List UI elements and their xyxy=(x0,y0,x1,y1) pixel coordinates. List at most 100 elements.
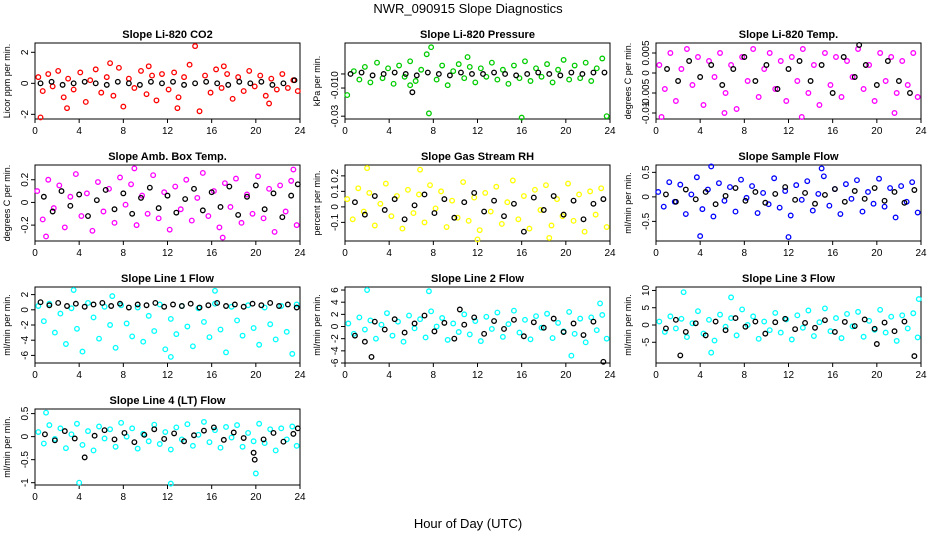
y-tick-label: 0 xyxy=(20,307,31,313)
data-point xyxy=(294,88,301,95)
mean-point xyxy=(812,324,818,331)
mean-point xyxy=(762,330,769,337)
mean-point xyxy=(702,189,709,195)
mean-point xyxy=(540,207,547,213)
data-point xyxy=(516,329,523,336)
data-point xyxy=(859,208,866,215)
data-point xyxy=(788,54,795,60)
y-axis-label: kPa per min. xyxy=(312,56,322,107)
data-point xyxy=(546,234,553,241)
mean-point xyxy=(40,193,47,200)
data-point xyxy=(793,182,800,189)
mean-point xyxy=(891,328,898,335)
data-point xyxy=(466,331,473,338)
mean-point xyxy=(601,69,608,76)
y-tick-label: -1 xyxy=(20,478,31,487)
data-point xyxy=(50,205,57,212)
mean-point xyxy=(560,211,567,218)
y-tick-label: 5 xyxy=(641,305,652,311)
data-point xyxy=(810,333,817,340)
data-point xyxy=(385,65,392,72)
y-axis-label: degrees C per min. xyxy=(2,165,12,242)
data-point xyxy=(697,233,704,240)
data-point xyxy=(910,50,917,56)
mean-point xyxy=(391,69,398,76)
data-point xyxy=(515,216,522,223)
mean-point xyxy=(225,81,232,88)
x-tick-label: 0 xyxy=(32,370,38,381)
data-point xyxy=(37,114,44,121)
x-tick-label: 20 xyxy=(560,370,572,381)
x-tick-label: 24 xyxy=(294,248,306,259)
y-tick-label: 0.5 xyxy=(20,406,31,420)
mean-point xyxy=(891,189,898,195)
mean-point xyxy=(812,200,818,207)
mean-point xyxy=(125,80,132,87)
mean-point xyxy=(550,315,557,322)
mean-point xyxy=(59,81,66,88)
data-point xyxy=(422,334,429,341)
data-point xyxy=(555,66,562,73)
data-point xyxy=(744,78,751,84)
y-tick-label: 0 xyxy=(20,199,31,205)
data-point xyxy=(345,320,352,327)
mean-point xyxy=(530,194,537,201)
y-tick-label: 0 xyxy=(641,70,652,76)
mean-point xyxy=(692,196,699,203)
data-point xyxy=(871,98,878,104)
data-point xyxy=(728,294,735,301)
mean-point xyxy=(697,74,704,80)
data-point xyxy=(355,185,362,192)
data-point xyxy=(202,72,208,79)
data-point xyxy=(378,321,385,328)
data-point xyxy=(683,46,690,52)
data-point xyxy=(344,196,351,203)
data-point xyxy=(70,86,77,93)
mean-point xyxy=(170,78,176,85)
y-tick-label: -0.5 xyxy=(20,451,31,469)
data-point xyxy=(510,307,517,314)
mean-point xyxy=(111,436,118,443)
data-point xyxy=(678,315,685,322)
data-point xyxy=(544,310,551,317)
data-point xyxy=(129,425,136,432)
data-point xyxy=(159,71,165,77)
data-point xyxy=(189,343,196,350)
data-point xyxy=(289,423,296,430)
mean-point xyxy=(41,431,48,438)
mean-point xyxy=(102,187,109,193)
data-point xyxy=(200,418,207,425)
data-point xyxy=(755,94,762,100)
mean-point xyxy=(895,78,902,84)
mean-point xyxy=(763,62,770,68)
data-point xyxy=(772,86,779,92)
y-tick-label: -6 xyxy=(20,351,31,360)
data-point xyxy=(860,333,867,340)
mean-point xyxy=(579,71,586,77)
data-point xyxy=(349,216,356,223)
data-point xyxy=(257,72,264,79)
mean-point xyxy=(214,80,221,87)
data-point xyxy=(721,197,728,204)
mean-point xyxy=(48,78,55,85)
y-tick-label: -2 xyxy=(330,334,341,343)
data-point xyxy=(125,75,132,82)
panel-7: Slope Line 1 Flow ml/min per min. 0 4 8 12 16 2… xyxy=(2,273,306,381)
data-point xyxy=(860,86,867,92)
mean-point xyxy=(675,78,682,84)
y-tick-label: 0 xyxy=(20,80,31,86)
mean-point xyxy=(401,329,408,336)
mean-point xyxy=(351,332,358,339)
mean-point xyxy=(141,431,148,438)
x-tick-label: 20 xyxy=(871,126,883,137)
data-point xyxy=(384,310,390,317)
data-point xyxy=(406,312,412,319)
x-tick-label: 4 xyxy=(697,248,703,259)
x-tick-label: 16 xyxy=(516,126,528,137)
panel-title: Slope Li-820 Pressure xyxy=(420,29,535,41)
data-point xyxy=(483,73,490,80)
mean-point xyxy=(762,199,769,206)
data-point xyxy=(344,92,351,99)
mean-point xyxy=(520,228,527,235)
x-tick-label: 16 xyxy=(516,370,528,381)
